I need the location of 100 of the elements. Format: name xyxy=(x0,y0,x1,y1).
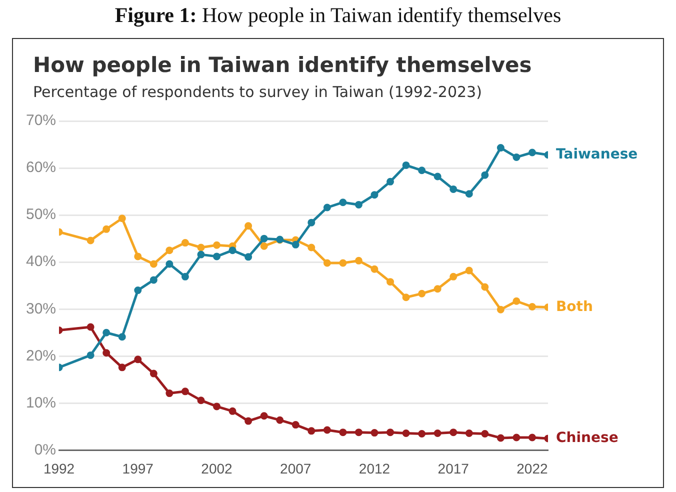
point xyxy=(260,234,268,242)
chart-title: How people in Taiwan identify themselves xyxy=(33,53,532,77)
point xyxy=(134,252,142,260)
point xyxy=(181,388,189,396)
point xyxy=(150,370,158,378)
point xyxy=(386,278,394,286)
point xyxy=(134,356,142,364)
x-tick-label: 1997 xyxy=(122,460,154,476)
point xyxy=(102,225,110,233)
point xyxy=(166,246,174,254)
point xyxy=(292,421,300,429)
point xyxy=(228,407,236,415)
point xyxy=(244,222,252,230)
point xyxy=(512,297,520,305)
point xyxy=(118,333,126,341)
point xyxy=(418,166,426,174)
point xyxy=(276,416,284,424)
point xyxy=(434,285,442,293)
point xyxy=(102,328,110,336)
caption: Figure 1: How people in Taiwan identify themselves xyxy=(114,2,562,29)
point xyxy=(244,417,252,425)
point xyxy=(481,283,489,291)
x-tick-label: 1992 xyxy=(43,460,75,476)
point xyxy=(292,240,300,248)
point xyxy=(450,428,458,436)
point xyxy=(213,252,221,260)
point xyxy=(86,323,94,331)
point xyxy=(354,428,362,436)
point xyxy=(181,272,189,280)
point xyxy=(402,161,410,169)
point xyxy=(166,260,174,268)
y-tick-label: 20% xyxy=(26,347,56,364)
point xyxy=(134,286,142,294)
point xyxy=(308,218,316,226)
point xyxy=(339,259,347,267)
point xyxy=(496,306,504,314)
point xyxy=(434,430,442,438)
point xyxy=(102,349,110,357)
x-tick-label: 2002 xyxy=(201,460,233,476)
point xyxy=(370,265,378,273)
point xyxy=(118,214,126,222)
point xyxy=(197,250,205,258)
point xyxy=(496,434,504,442)
point xyxy=(528,434,536,442)
series-label: Taiwanese xyxy=(556,146,638,162)
point xyxy=(323,426,331,434)
point xyxy=(213,402,221,410)
x-tick-label: 2012 xyxy=(358,460,390,476)
y-tick-label: 0% xyxy=(34,441,56,458)
point xyxy=(228,246,236,254)
series-label: Chinese xyxy=(556,430,618,446)
point xyxy=(197,396,205,404)
point xyxy=(512,434,520,442)
y-tick-label: 50% xyxy=(26,206,56,224)
y-tick-label: 30% xyxy=(26,300,56,318)
point xyxy=(213,241,221,249)
x-tick-label: 2017 xyxy=(438,460,470,476)
point xyxy=(465,430,473,438)
point xyxy=(418,430,426,438)
point xyxy=(496,144,504,152)
point xyxy=(86,351,94,359)
point xyxy=(402,430,410,438)
point xyxy=(465,266,473,274)
point xyxy=(386,428,394,436)
x-tick-label: 2022 xyxy=(516,460,548,476)
y-tick-label: 70% xyxy=(26,112,56,130)
point xyxy=(512,153,520,161)
y-tick-label: 40% xyxy=(26,253,56,270)
point xyxy=(150,276,158,284)
point xyxy=(528,303,536,311)
point xyxy=(323,204,331,212)
point xyxy=(386,178,394,186)
point xyxy=(339,198,347,206)
point xyxy=(118,364,126,372)
point xyxy=(481,171,489,179)
point xyxy=(354,256,362,264)
point xyxy=(181,239,189,247)
point xyxy=(323,259,331,267)
point xyxy=(370,191,378,199)
point xyxy=(370,429,378,437)
x-tick-label: 2007 xyxy=(280,460,312,476)
point xyxy=(402,294,410,302)
point xyxy=(166,390,174,398)
point xyxy=(260,242,268,250)
point xyxy=(481,430,489,438)
point xyxy=(308,244,316,252)
series-label: Both xyxy=(556,298,593,315)
point xyxy=(418,290,426,298)
point xyxy=(197,244,205,252)
point xyxy=(450,185,458,193)
point xyxy=(354,200,362,208)
point xyxy=(244,253,252,261)
point xyxy=(308,427,316,435)
point xyxy=(465,190,473,198)
point xyxy=(528,148,536,156)
point xyxy=(86,236,94,244)
point xyxy=(339,428,347,436)
y-tick-label: 10% xyxy=(26,394,56,412)
point xyxy=(450,272,458,280)
point xyxy=(434,172,442,180)
